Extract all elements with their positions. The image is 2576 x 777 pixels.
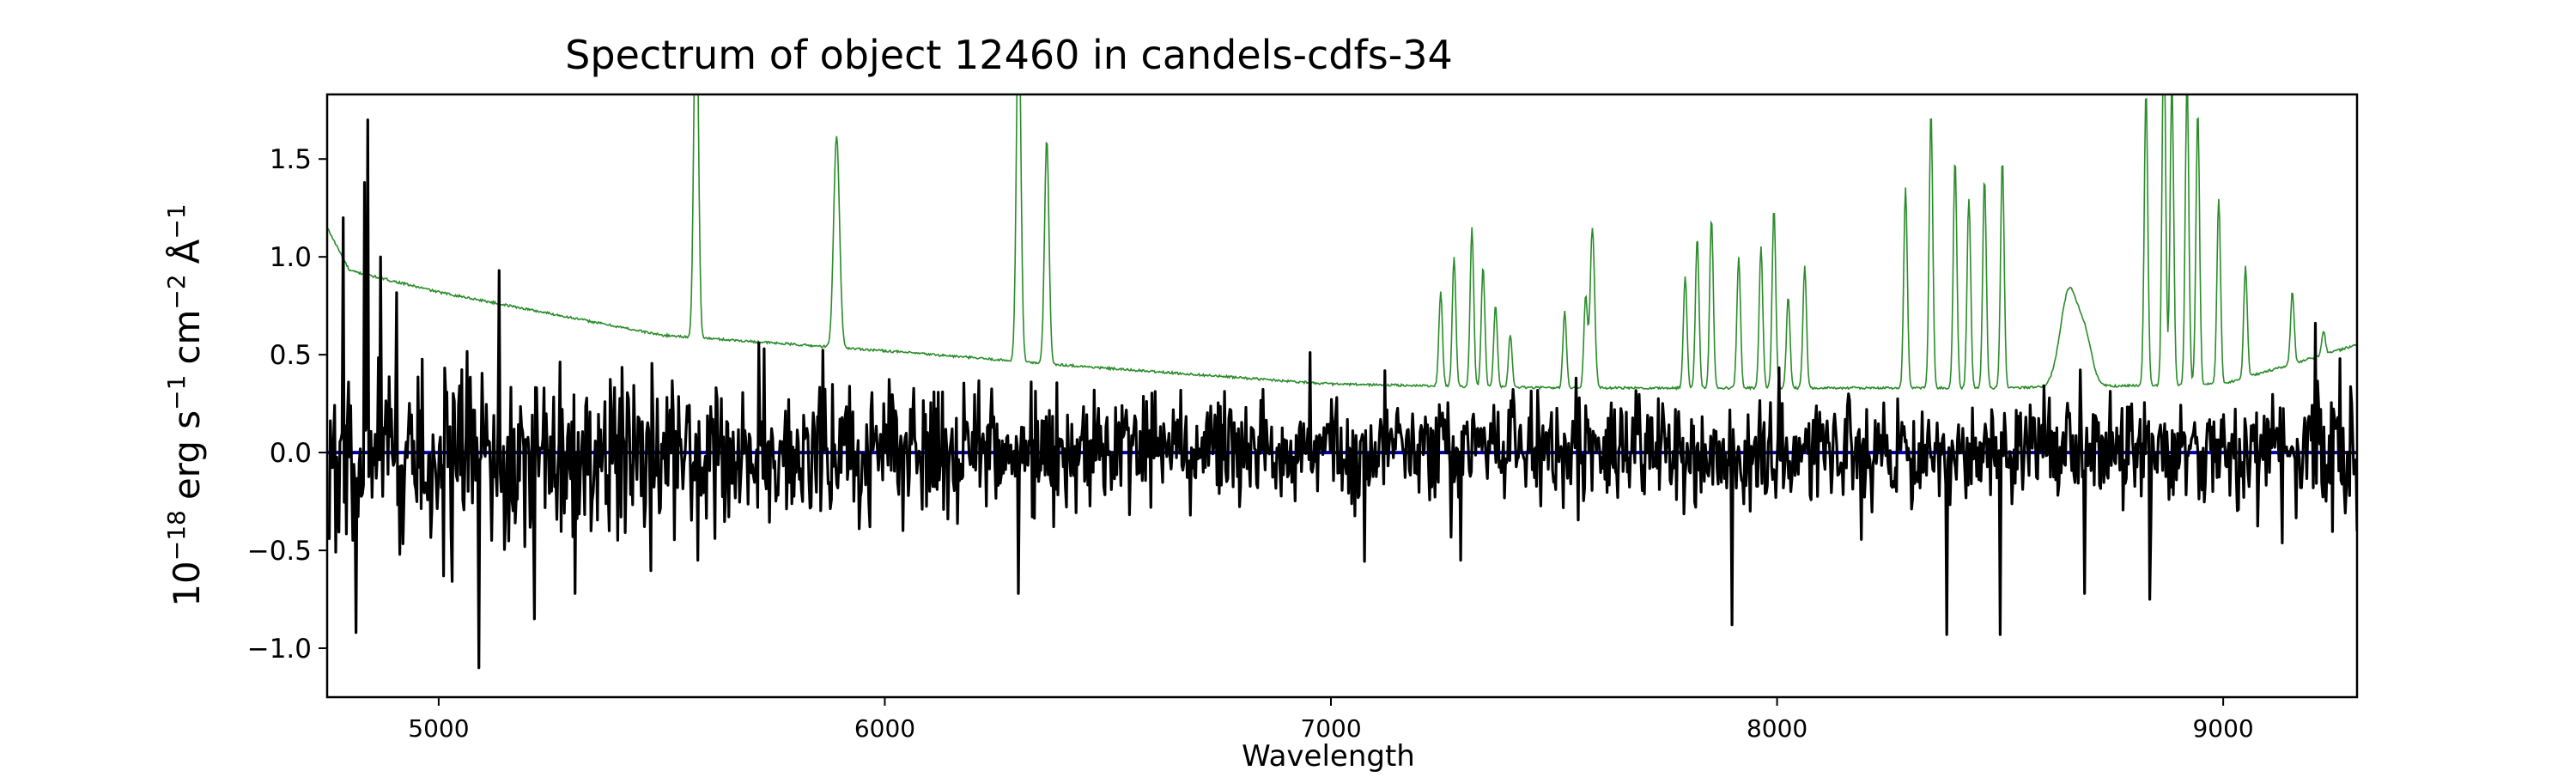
- y-tick-label: −0.5: [247, 536, 312, 567]
- y-tick-label: 1.0: [270, 242, 312, 273]
- y-tick-label: 0.5: [270, 340, 312, 371]
- y-tick-label: −1.0: [247, 634, 312, 665]
- flux-spectrum-line: [327, 120, 2357, 668]
- y-label-exp: −18: [162, 510, 191, 561]
- plot-frame: [327, 94, 2357, 697]
- y-tick-label: 1.5: [270, 144, 312, 175]
- y-axis-label: 10−18erg s−1cm−2Å−1: [162, 203, 208, 606]
- y-label-exp-ang: −1: [162, 203, 191, 239]
- y-label-base: 10: [166, 561, 208, 606]
- y-label-erg: erg s: [166, 410, 208, 500]
- y-label-exp-s: −1: [162, 375, 191, 410]
- y-label-cm: cm: [166, 310, 208, 365]
- x-tick-label: 9000: [2192, 714, 2253, 743]
- chart-title: Spectrum of object 12460 in candels-cdfs…: [565, 32, 1453, 78]
- x-tick-label: 5000: [408, 714, 469, 743]
- x-tick-label: 8000: [1747, 714, 1807, 743]
- plot-layer: [327, 0, 2357, 668]
- y-label-exp-cm: −2: [162, 274, 191, 309]
- y-label-angstrom: Å: [165, 239, 208, 264]
- y-axis: −1.0 −0.5 0.0 0.5 1.0 1.5: [247, 144, 327, 665]
- y-tick-label: 0.0: [270, 438, 312, 469]
- x-tick-label: 6000: [854, 714, 915, 743]
- x-axis: 5000 6000 7000 8000 9000: [408, 697, 2254, 743]
- x-axis-label: Wavelength: [1242, 739, 1415, 773]
